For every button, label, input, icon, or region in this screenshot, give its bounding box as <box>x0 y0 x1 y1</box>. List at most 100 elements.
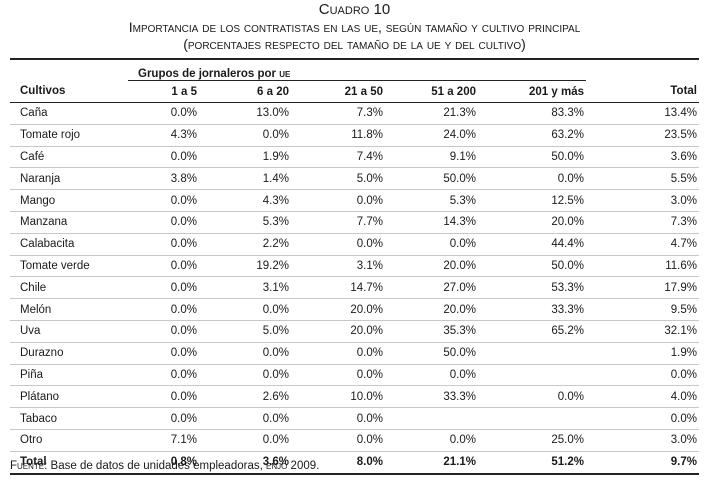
percent-cell: 0.0% <box>385 429 478 452</box>
percent-cell: 3.6% <box>586 146 699 169</box>
percent-cell: 11.6% <box>586 255 699 278</box>
table-row: Caña 0.0% 13.0% 7.3% 21.3% 83.3% 13.4% <box>10 102 699 125</box>
percent-cell: 0.0% <box>385 233 478 256</box>
percent-cell: 13.0% <box>199 102 291 125</box>
crop-name: Manzana <box>10 211 128 234</box>
crop-name: Durazno <box>10 342 128 365</box>
percent-cell: 3.8% <box>128 167 199 191</box>
percent-cell: 0.0% <box>199 429 291 452</box>
percent-cell: 5.3% <box>385 189 478 212</box>
table-row: Calabacita 0.0% 2.2% 0.0% 0.0% 44.4% 4.7% <box>10 233 699 256</box>
percent-cell: 65.2% <box>478 320 586 343</box>
percent-cell: 0.0% <box>586 364 699 387</box>
table-row: Tomate verde 0.0% 19.2% 3.1% 20.0% 50.0% 11.6% <box>10 255 699 278</box>
table-row: Tomate rojo 4.3% 0.0% 11.8% 24.0% 63.2% 23.5% <box>10 124 699 147</box>
column-header: 21 a 50 <box>291 80 385 103</box>
percent-cell: 1.9% <box>586 342 699 365</box>
percent-cell: 7.1% <box>128 429 199 452</box>
percent-cell: 0.0% <box>128 211 199 234</box>
percent-cell <box>478 342 586 365</box>
percent-cell: 0.0% <box>586 407 699 430</box>
percent-cell: 3.0% <box>586 189 699 212</box>
crop-name: Calabacita <box>10 233 128 256</box>
total-label: Total <box>10 450 128 475</box>
percent-cell: 25.0% <box>478 429 586 452</box>
table-row: Durazno 0.0% 0.0% 0.0% 50.0% 1.9% <box>10 342 699 365</box>
crop-name: Naranja <box>10 167 128 191</box>
column-header: 1 a 5 <box>128 80 199 103</box>
data-table: Grupos de jornaleros por ue Cultivos 1 a … <box>10 58 699 475</box>
crop-name: Tabaco <box>10 407 128 430</box>
total-cell: 51.2% <box>478 450 586 475</box>
percent-cell: 21.3% <box>385 102 478 125</box>
percent-cell: 14.3% <box>385 211 478 234</box>
percent-cell: 0.0% <box>128 364 199 387</box>
percent-cell: 0.0% <box>128 407 199 430</box>
percent-cell: 0.0% <box>199 342 291 365</box>
column-header: 201 y más <box>478 80 586 103</box>
table-row: Melón 0.0% 0.0% 20.0% 20.0% 33.3% 9.5% <box>10 298 699 321</box>
percent-cell: 7.7% <box>291 211 385 234</box>
table-row: Manzana 0.0% 5.3% 7.7% 14.3% 20.0% 7.3% <box>10 211 699 234</box>
column-header: Total <box>586 80 699 103</box>
percent-cell: 0.0% <box>291 342 385 365</box>
percent-cell: 20.0% <box>291 298 385 321</box>
source-label: Fuente <box>10 460 45 472</box>
percent-cell: 23.5% <box>586 124 699 147</box>
percent-cell: 0.0% <box>199 124 291 147</box>
percent-cell <box>478 364 586 387</box>
percent-cell: 5.3% <box>199 211 291 234</box>
percent-cell: 32.1% <box>586 320 699 343</box>
percent-cell: 0.0% <box>199 298 291 321</box>
percent-cell: 50.0% <box>478 255 586 278</box>
percent-cell: 0.0% <box>199 407 291 430</box>
table-row: Chile 0.0% 3.1% 14.7% 27.0% 53.3% 17.9% <box>10 276 699 300</box>
percent-cell: 20.0% <box>478 211 586 234</box>
percent-cell: 0.0% <box>128 320 199 343</box>
percent-cell: 7.3% <box>291 102 385 125</box>
percent-cell: 14.7% <box>291 276 385 300</box>
percent-cell: 0.0% <box>128 385 199 409</box>
percent-cell: 4.7% <box>586 233 699 256</box>
percent-cell: 2.6% <box>199 385 291 409</box>
percent-cell: 50.0% <box>478 146 586 169</box>
percent-cell: 83.3% <box>478 102 586 125</box>
crop-name: Piña <box>10 364 128 387</box>
total-cell: 21.1% <box>385 450 478 475</box>
percent-cell: 50.0% <box>385 167 478 191</box>
column-header: 51 a 200 <box>385 80 478 103</box>
table-row: Café 0.0% 1.9% 7.4% 9.1% 50.0% 3.6% <box>10 146 699 169</box>
crop-name: Otro <box>10 429 128 452</box>
percent-cell: 33.3% <box>385 385 478 409</box>
group-header-row: Grupos de jornaleros por ue <box>10 60 699 81</box>
percent-cell: 12.5% <box>478 189 586 212</box>
percent-cell: 33.3% <box>478 298 586 321</box>
percent-cell: 2.2% <box>199 233 291 256</box>
percent-cell: 9.5% <box>586 298 699 321</box>
crop-name: Melón <box>10 298 128 321</box>
percent-cell: 1.4% <box>199 167 291 191</box>
percent-cell: 0.0% <box>199 364 291 387</box>
total-cell: 3.6% <box>199 450 291 475</box>
percent-cell: 24.0% <box>385 124 478 147</box>
percent-cell: 0.0% <box>128 342 199 365</box>
percent-cell: 3.1% <box>291 255 385 278</box>
table-row: Piña 0.0% 0.0% 0.0% 0.0% 0.0% <box>10 364 699 387</box>
percent-cell: 27.0% <box>385 276 478 300</box>
percent-cell: 4.3% <box>199 189 291 212</box>
total-cell: 9.7% <box>586 450 699 475</box>
column-header: 6 a 20 <box>199 80 291 103</box>
percent-cell: 35.3% <box>385 320 478 343</box>
percent-cell: 0.0% <box>291 233 385 256</box>
percent-cell: 7.4% <box>291 146 385 169</box>
percent-cell: 20.0% <box>385 298 478 321</box>
percent-cell: 0.0% <box>128 298 199 321</box>
percent-cell <box>478 407 586 430</box>
column-header-cultivos: Cultivos <box>10 80 128 103</box>
percent-cell: 4.0% <box>586 385 699 409</box>
percent-cell: 9.1% <box>385 146 478 169</box>
percent-cell: 20.0% <box>291 320 385 343</box>
total-cell: 0.8% <box>128 450 199 475</box>
percent-cell: 0.0% <box>128 146 199 169</box>
percent-cell: 0.0% <box>478 385 586 409</box>
